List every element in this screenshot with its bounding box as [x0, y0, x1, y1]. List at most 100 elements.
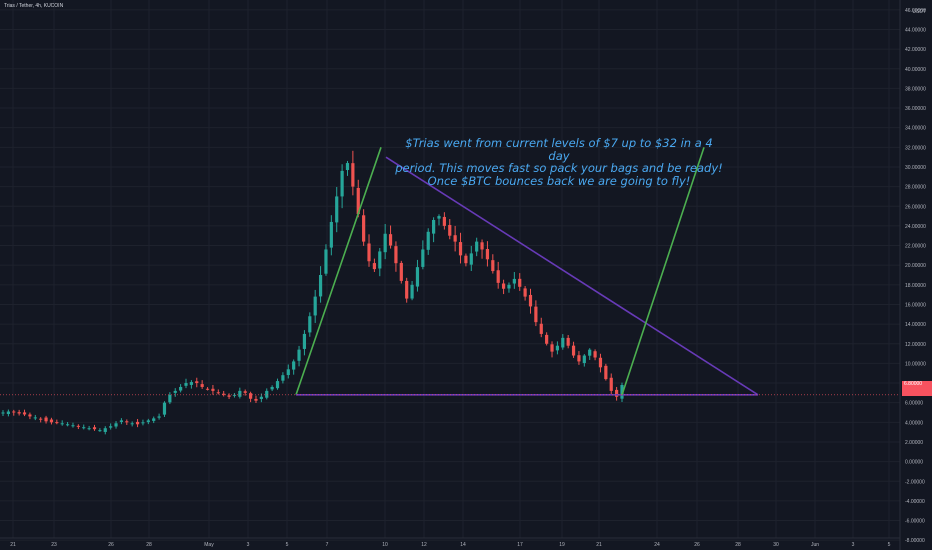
chart-title: Trias / Tether, 4h, KUCOIN	[4, 3, 64, 9]
price-tick-label: -4.00000	[905, 499, 925, 505]
candle-body	[141, 422, 145, 424]
candle-body	[33, 417, 37, 419]
candle-body	[238, 390, 242, 397]
candle-body	[335, 196, 339, 223]
price-tick-label: 46.00000	[905, 8, 926, 14]
candle-body	[222, 393, 226, 395]
time-tick-label: 12	[421, 542, 427, 548]
triangle-upper-line	[385, 156, 759, 396]
time-tick-label: 7	[326, 542, 329, 548]
candle-body	[345, 163, 350, 171]
candle-body	[44, 417, 48, 422]
annotation-line-3: Once $BTC bounces back we are going to f…	[427, 173, 691, 188]
candle-body	[571, 345, 576, 356]
candle-body	[598, 357, 603, 368]
candle-body	[523, 288, 527, 297]
candle-body	[103, 428, 107, 432]
price-tick-label: 40.00000	[905, 67, 926, 73]
price-tick-label: 22.00000	[905, 244, 926, 250]
candle-body	[501, 283, 506, 289]
candle-body	[399, 262, 403, 281]
candle-body	[259, 396, 263, 400]
candle-body	[17, 412, 21, 414]
candle-body	[378, 251, 382, 269]
candle-body	[609, 377, 613, 391]
candle-body	[275, 381, 280, 389]
price-tick-label: 16.00000	[905, 302, 926, 308]
price-tick-label: 12.00000	[905, 342, 926, 348]
candle-body	[415, 267, 420, 287]
candle-body	[281, 375, 285, 381]
candle-body	[588, 349, 592, 356]
candle-body	[620, 385, 624, 399]
candle-body	[28, 414, 32, 417]
candle-body	[152, 418, 156, 421]
candle-body	[216, 392, 220, 394]
candle-body	[604, 365, 608, 380]
candle-body	[577, 355, 581, 362]
time-tick-label: 14	[460, 542, 466, 548]
candle-body	[12, 411, 16, 413]
candle-body	[329, 221, 333, 248]
price-tick-label: 38.00000	[905, 86, 926, 92]
time-tick-label: 23	[51, 542, 57, 548]
candle-body	[394, 246, 398, 264]
candle-body	[372, 263, 376, 270]
candle-body	[534, 306, 538, 323]
candle-body	[189, 382, 193, 385]
candle-body	[227, 395, 231, 397]
candle-body	[254, 398, 258, 401]
candle-body	[491, 260, 495, 272]
candle-body	[249, 393, 253, 399]
candle-body	[421, 249, 425, 267]
candle-body	[308, 316, 312, 333]
candle-body	[184, 383, 188, 386]
candle-body	[60, 423, 64, 425]
price-tick-label: 42.00000	[905, 47, 926, 53]
current-price-tag: 6.80000	[902, 381, 932, 396]
time-axis: 21 23 26 28 May 3 5 7 10 12 14 17 19 21 24 26 28 30 Jun 3 5	[0, 537, 900, 548]
price-tick-label: 28.00000	[905, 185, 926, 191]
candle-body	[82, 427, 86, 429]
candle-body	[76, 425, 80, 427]
price-axis: 46.00000 44.00000 42.00000 40.00000 38.00000…	[899, 0, 926, 550]
candle-body	[410, 284, 414, 299]
price-tick-label: 6.00000	[905, 401, 923, 407]
candle-body	[168, 394, 172, 403]
candle-body	[388, 234, 393, 246]
candle-body	[528, 294, 533, 307]
time-tick-label: 5	[888, 542, 891, 548]
candle-body	[302, 333, 307, 349]
candle-body	[340, 170, 344, 197]
candle-body	[485, 248, 490, 260]
candle-body	[71, 425, 75, 427]
price-tick-label: 20.00000	[905, 263, 926, 269]
candle-body	[313, 296, 317, 316]
candle-body	[615, 389, 619, 397]
candlestick-series	[1, 150, 624, 435]
candle-body	[566, 337, 570, 346]
price-tick-label: 24.00000	[905, 224, 926, 230]
candle-body	[135, 421, 140, 425]
candle-body	[545, 334, 549, 344]
time-tick-label: May	[204, 542, 214, 548]
price-axis-unit: USDT	[912, 9, 926, 15]
candle-body	[39, 418, 43, 420]
candle-body	[265, 390, 269, 398]
candle-body	[270, 386, 274, 390]
candle-body	[65, 424, 70, 426]
candle-body	[426, 231, 430, 250]
price-tick-label: 26.00000	[905, 204, 926, 210]
time-tick-label: 3	[247, 542, 250, 548]
price-tick-label: 44.00000	[905, 27, 926, 33]
candle-body	[539, 323, 543, 334]
candle-body	[582, 355, 586, 364]
candle-body	[593, 351, 597, 358]
candle-body	[157, 416, 161, 418]
chart-annotation[interactable]: $Trias went from current levels of $7 up…	[394, 137, 724, 187]
candle-body	[200, 384, 204, 387]
candle-body	[22, 412, 27, 415]
candle-body	[432, 220, 436, 234]
candle-body	[351, 163, 355, 187]
